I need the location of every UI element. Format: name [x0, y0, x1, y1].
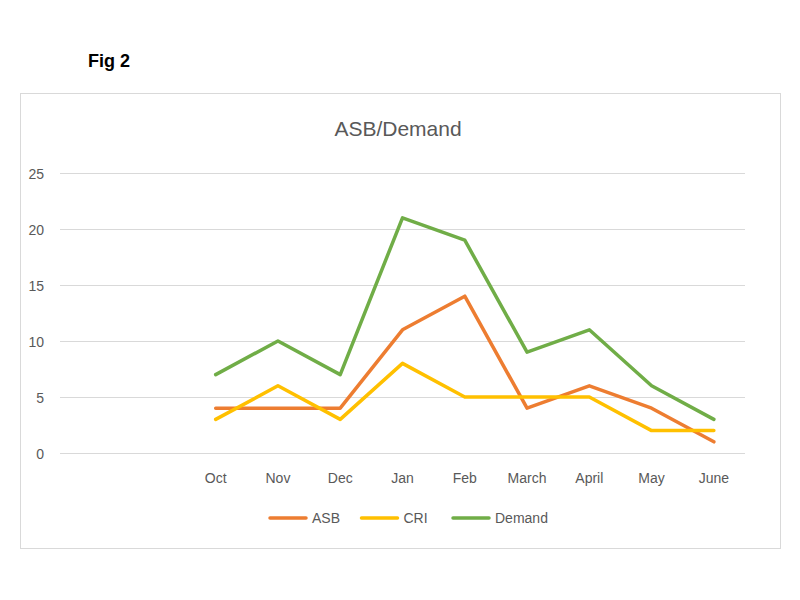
legend-swatch	[270, 516, 306, 520]
legend-swatch	[362, 516, 398, 520]
y-tick-label: 5	[36, 390, 44, 406]
legend-label: Demand	[495, 510, 548, 526]
grid-line	[60, 341, 745, 342]
grid-line	[60, 229, 745, 230]
chart-title: ASB/Demand	[334, 117, 461, 140]
x-tick-label: April	[575, 470, 603, 486]
figure-label: Fig 2	[88, 51, 130, 71]
series-line	[216, 296, 714, 442]
x-tick-label: Jan	[391, 470, 414, 486]
x-tick-label: Nov	[266, 470, 291, 486]
y-tick-label: 15	[28, 278, 44, 294]
x-tick-label: May	[638, 470, 664, 486]
chart-frame	[21, 94, 781, 549]
y-tick-label: 0	[36, 446, 44, 462]
grid-line	[60, 285, 745, 286]
legend-label: CRI	[404, 510, 428, 526]
grid-line	[60, 173, 745, 174]
x-tick-label: June	[699, 470, 730, 486]
series-line	[216, 218, 714, 420]
x-tick-label: Oct	[205, 470, 227, 486]
x-tick-label: Dec	[328, 470, 353, 486]
grid-line	[60, 453, 745, 454]
x-axis-line	[60, 453, 745, 454]
legend-swatch	[453, 516, 489, 520]
background	[0, 0, 800, 600]
chart-canvas: Fig 2 ASB/Demand 0 5 10 15 20 25 Oct Nov Dec Jan Feb…	[0, 0, 800, 600]
x-tick-label: March	[508, 470, 547, 486]
y-tick-label: 20	[28, 222, 44, 238]
grid-line	[60, 397, 745, 398]
y-tick-label: 25	[28, 166, 44, 182]
y-tick-label: 10	[28, 334, 44, 350]
legend-label: ASB	[312, 510, 340, 526]
plot-area	[216, 218, 714, 442]
x-tick-label: Feb	[453, 470, 477, 486]
